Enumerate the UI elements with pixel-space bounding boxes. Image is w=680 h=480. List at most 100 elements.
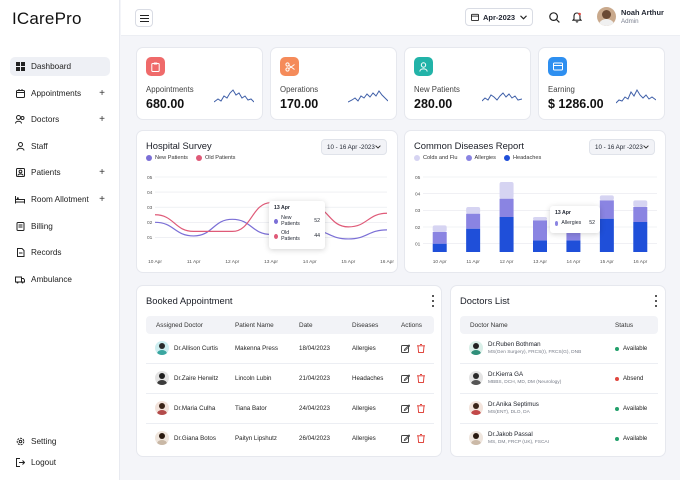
x-tick-label: 16 Apr xyxy=(633,259,647,265)
edit-icon[interactable] xyxy=(401,434,410,443)
avatar xyxy=(155,431,169,445)
table-header: Assigned Doctor Patient Name Date Diseas… xyxy=(146,316,434,334)
sidebar-item-logout[interactable]: Logout xyxy=(10,453,110,472)
chart-legend: Colds and Flu Allergies Headaches xyxy=(414,155,549,161)
sidebar-item-appointments[interactable]: Appointments + xyxy=(10,84,110,103)
x-tick-label: 10 Apr xyxy=(148,259,162,265)
doctor-name: Dr.Anika Septimus xyxy=(488,401,539,408)
sidebar-item-ambulance[interactable]: Ambulance xyxy=(10,270,110,289)
panel-title: Hospital Survey xyxy=(146,140,212,151)
tooltip-swatch xyxy=(274,233,279,239)
legend-item: New Patients xyxy=(146,155,188,161)
stat-label: Operations xyxy=(280,85,319,94)
more-options-button[interactable] xyxy=(430,295,436,307)
sidebar-item-records[interactable]: Records xyxy=(10,243,110,262)
tooltip-value: 44 xyxy=(314,233,320,239)
status-badge: Absend xyxy=(615,376,643,382)
user-icon xyxy=(414,57,433,76)
tooltip-date: 13 Apr xyxy=(555,210,571,216)
sidebar-item-label: Dashboard xyxy=(31,62,72,71)
sidebar-bottom: Setting Logout xyxy=(10,432,110,474)
bar-allergies xyxy=(633,207,648,222)
sidebar-item-staff[interactable]: Staff xyxy=(10,137,110,156)
y-tick-label: 04 xyxy=(147,190,153,196)
doctor-name: Dr.Kierra GA xyxy=(488,371,524,378)
panel-title: Common Diseases Report xyxy=(414,140,524,151)
doctor-qualifications: MBBS, DCH, MD, DM (Neurology) xyxy=(488,380,562,385)
expand-plus-icon[interactable]: + xyxy=(99,114,105,126)
y-tick-label: 01 xyxy=(415,241,421,247)
y-tick-label: 02 xyxy=(415,225,421,231)
gear-icon xyxy=(15,437,25,447)
bar-colds-and-flu xyxy=(432,225,447,232)
doctor-row: Dr.Ruben Bothman MS(Gen Surgery), FRCS(I… xyxy=(460,334,658,364)
x-tick-label: 13 Apr xyxy=(264,259,278,265)
delete-icon[interactable] xyxy=(417,404,425,413)
x-tick-label: 11 Apr xyxy=(466,259,480,265)
legend-swatch xyxy=(414,155,420,161)
sidebar-item-patients[interactable]: Patients + xyxy=(10,163,110,182)
hamburger-menu-button[interactable] xyxy=(135,9,153,27)
delete-icon[interactable] xyxy=(417,374,425,383)
notifications-button[interactable] xyxy=(570,10,584,24)
disease: Headaches xyxy=(352,375,384,382)
app-logo: ICarePro xyxy=(12,9,82,28)
y-tick-label: 05 xyxy=(147,175,153,181)
status-badge: Available xyxy=(615,406,647,412)
panel-title: Doctors List xyxy=(460,295,510,306)
sidebar-item-label: Logout xyxy=(31,458,57,467)
edit-icon[interactable] xyxy=(401,374,410,383)
avatar xyxy=(597,7,616,26)
staff-icon xyxy=(15,141,25,151)
ambulance-icon xyxy=(15,274,25,284)
expand-plus-icon[interactable]: + xyxy=(99,167,105,179)
sidebar-item-label: Setting xyxy=(31,437,57,446)
bar-allergies xyxy=(499,198,514,217)
search-button[interactable] xyxy=(547,10,561,24)
date-range-dropdown[interactable]: 10 - 16 Apr -2023 xyxy=(321,139,387,155)
appointment-date: 18/04/2023 xyxy=(299,345,330,352)
sidebar-item-label: Records xyxy=(31,248,62,258)
stat-card-appointments: Appointments 680.00 xyxy=(136,47,263,120)
avatar xyxy=(469,341,483,355)
stat-card-operations: Operations 170.00 xyxy=(270,47,397,120)
bar-allergies xyxy=(466,213,481,229)
date-range-value: 10 - 16 Apr -2023 xyxy=(327,143,375,151)
doctor-row: Dr.Kierra GA MBBS, DCH, MD, DM (Neurolog… xyxy=(460,364,658,394)
hamburger-icon xyxy=(139,14,149,22)
status-dot xyxy=(615,377,619,381)
edit-icon[interactable] xyxy=(401,404,410,413)
delete-icon[interactable] xyxy=(417,434,425,443)
x-tick-label: 10 Apr xyxy=(433,259,447,265)
tooltip-label: New Patients xyxy=(281,215,300,227)
sidebar-item-setting[interactable]: Setting xyxy=(10,432,110,451)
chevron-down-icon xyxy=(375,145,381,149)
sidebar-item-room-allotment[interactable]: Room Allotment + xyxy=(10,190,110,209)
doctor-name: Dr.Giana Botos xyxy=(174,435,216,442)
bar-headaches xyxy=(499,217,514,252)
edit-icon[interactable] xyxy=(401,344,410,353)
user-profile[interactable]: Noah Arthur Admin xyxy=(597,7,664,26)
expand-plus-icon[interactable]: + xyxy=(99,87,105,99)
y-tick-label: 05 xyxy=(415,175,421,181)
doctor-name: Dr.Ruben Bothman xyxy=(488,341,541,348)
avatar xyxy=(155,341,169,355)
sidebar-item-doctors[interactable]: Doctors + xyxy=(10,110,110,129)
sidebar-item-dashboard[interactable]: Dashboard xyxy=(10,57,110,76)
more-options-button[interactable] xyxy=(653,295,659,307)
date-range-dropdown[interactable]: 10 - 16 Apr -2023 xyxy=(589,139,655,155)
bar-allergies xyxy=(533,220,547,241)
month-picker[interactable]: Apr-2023 xyxy=(465,8,533,26)
table-header: Doctor Name Status xyxy=(460,316,658,334)
doctors-list-card: Doctors List Doctor Name Status Dr.Ruben… xyxy=(450,285,666,457)
bar-colds-and-flu xyxy=(533,217,547,221)
stat-value: $ 1286.00 xyxy=(548,97,604,111)
sidebar-item-billing[interactable]: Billing xyxy=(10,217,110,236)
delete-icon[interactable] xyxy=(417,344,425,353)
expand-plus-icon[interactable]: + xyxy=(99,193,105,205)
status-dot xyxy=(615,407,619,411)
legend-item: Headaches xyxy=(503,155,541,161)
bed-icon xyxy=(15,194,25,204)
sidebar-item-label: Patients xyxy=(31,168,61,178)
line-chart: 05 04 03 02 01 10 Apr 11 Apr 12 Apr 13 Apr 14 Apr… xyxy=(147,175,394,265)
